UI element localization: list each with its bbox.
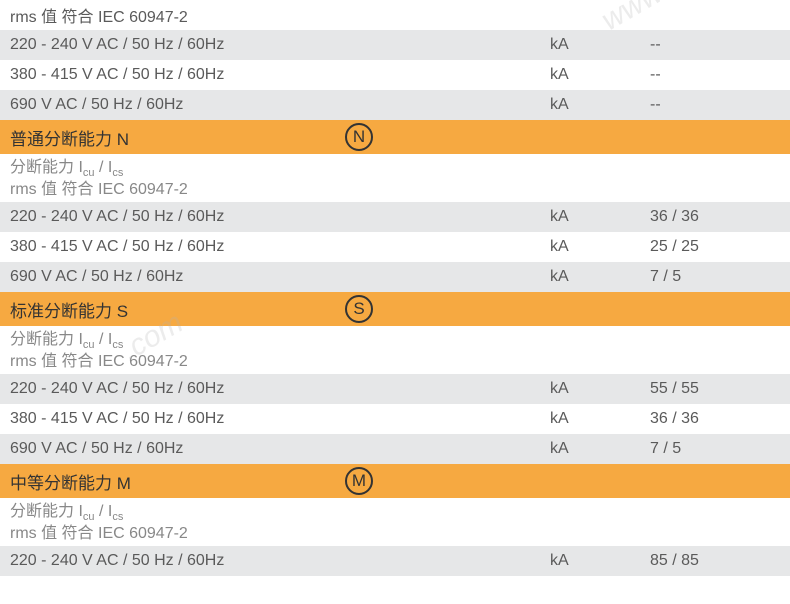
- cell-label: 220 - 240 V AC / 50 Hz / 60Hz: [10, 380, 550, 398]
- cell-value: 7 / 5: [650, 268, 790, 286]
- section-subheader: 分断能力 Icu / Ics rms 值 符合 IEC 60947-2: [0, 154, 790, 202]
- cell-label: 690 V AC / 50 Hz / 60Hz: [10, 440, 550, 458]
- intro-rms-label: rms 值 符合 IEC 60947-2: [10, 3, 550, 27]
- cell-unit: kA: [550, 36, 650, 54]
- intro-data-row: 380 - 415 V AC / 50 Hz / 60Hz kA --: [0, 60, 790, 90]
- cell-value: --: [650, 36, 790, 54]
- badge-icon: M: [345, 467, 373, 495]
- cell-unit: kA: [550, 268, 650, 286]
- section-header-n: 普通分断能力 N N: [0, 120, 790, 154]
- cell-label: 220 - 240 V AC / 50 Hz / 60Hz: [10, 552, 550, 570]
- cell-label: 690 V AC / 50 Hz / 60Hz: [10, 96, 550, 114]
- spec-table: rms 值 符合 IEC 60947-2 220 - 240 V AC / 50…: [0, 0, 790, 576]
- cell-unit: kA: [550, 238, 650, 256]
- capacity-label: 分断能力 Icu / Ics rms 值 符合 IEC 60947-2: [10, 502, 550, 544]
- section-header-m: 中等分断能力 M M: [0, 464, 790, 498]
- capacity-label: 分断能力 Icu / Ics rms 值 符合 IEC 60947-2: [10, 330, 550, 372]
- section-title: 标准分断能力 S: [10, 297, 345, 322]
- cell-label: 220 - 240 V AC / 50 Hz / 60Hz: [10, 36, 550, 54]
- cell-unit: kA: [550, 96, 650, 114]
- intro-data-row: 690 V AC / 50 Hz / 60Hz kA --: [0, 90, 790, 120]
- cell-unit: kA: [550, 208, 650, 226]
- cell-value: 7 / 5: [650, 440, 790, 458]
- cell-label: 380 - 415 V AC / 50 Hz / 60Hz: [10, 410, 550, 428]
- badge-icon: S: [345, 295, 373, 323]
- table-row: 690 V AC / 50 Hz / 60Hz kA 7 / 5: [0, 434, 790, 464]
- intro-rms-row: rms 值 符合 IEC 60947-2: [0, 0, 790, 30]
- cell-label: 380 - 415 V AC / 50 Hz / 60Hz: [10, 238, 550, 256]
- cell-value: --: [650, 66, 790, 84]
- cell-unit: kA: [550, 552, 650, 570]
- cell-value: --: [650, 96, 790, 114]
- cell-value: 25 / 25: [650, 238, 790, 256]
- badge-icon: N: [345, 123, 373, 151]
- table-row: 220 - 240 V AC / 50 Hz / 60Hz kA 55 / 55: [0, 374, 790, 404]
- table-row: 380 - 415 V AC / 50 Hz / 60Hz kA 25 / 25: [0, 232, 790, 262]
- table-row: 380 - 415 V AC / 50 Hz / 60Hz kA 36 / 36: [0, 404, 790, 434]
- table-row: 220 - 240 V AC / 50 Hz / 60Hz kA 85 / 85: [0, 546, 790, 576]
- section-subheader: 分断能力 Icu / Ics rms 值 符合 IEC 60947-2: [0, 498, 790, 546]
- cell-label: 380 - 415 V AC / 50 Hz / 60Hz: [10, 66, 550, 84]
- cell-value: 55 / 55: [650, 380, 790, 398]
- cell-unit: kA: [550, 410, 650, 428]
- cell-label: 690 V AC / 50 Hz / 60Hz: [10, 268, 550, 286]
- cell-unit: kA: [550, 380, 650, 398]
- intro-data-row: 220 - 240 V AC / 50 Hz / 60Hz kA --: [0, 30, 790, 60]
- section-title: 中等分断能力 M: [10, 469, 345, 494]
- cell-label: 220 - 240 V AC / 50 Hz / 60Hz: [10, 208, 550, 226]
- cell-value: 36 / 36: [650, 410, 790, 428]
- section-subheader: 分断能力 Icu / Ics rms 值 符合 IEC 60947-2: [0, 326, 790, 374]
- cell-value: 85 / 85: [650, 552, 790, 570]
- table-row: 220 - 240 V AC / 50 Hz / 60Hz kA 36 / 36: [0, 202, 790, 232]
- section-title: 普通分断能力 N: [10, 125, 345, 150]
- section-header-s: 标准分断能力 S S: [0, 292, 790, 326]
- cell-unit: kA: [550, 66, 650, 84]
- capacity-label: 分断能力 Icu / Ics rms 值 符合 IEC 60947-2: [10, 158, 550, 200]
- cell-unit: kA: [550, 440, 650, 458]
- table-row: 690 V AC / 50 Hz / 60Hz kA 7 / 5: [0, 262, 790, 292]
- cell-value: 36 / 36: [650, 208, 790, 226]
